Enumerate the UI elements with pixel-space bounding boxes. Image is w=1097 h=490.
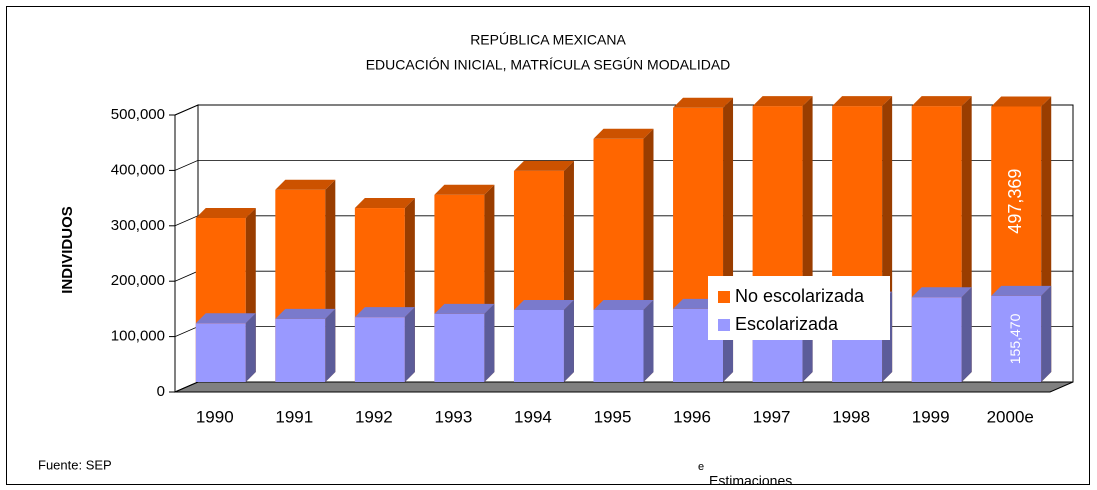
chart-subtitle: EDUCACIÓN INICIAL, MATRÍCULA SEGÚN MODAL… bbox=[366, 57, 731, 73]
bar bbox=[593, 299, 654, 382]
bar-front bbox=[195, 323, 246, 382]
x-tick-label: 1998 bbox=[832, 407, 870, 426]
source-note: Fuente: SEP bbox=[38, 457, 112, 472]
bar-top bbox=[911, 287, 972, 298]
bar-top bbox=[513, 160, 574, 171]
bar bbox=[275, 308, 336, 382]
x-tick-label: 1995 bbox=[594, 407, 632, 426]
bar-front bbox=[513, 309, 564, 382]
x-tick-label: 1994 bbox=[514, 407, 552, 426]
bar-side bbox=[404, 307, 415, 382]
y-tick-label: 100,000 bbox=[111, 328, 165, 345]
legend: No escolarizada Escolarizada bbox=[708, 276, 890, 340]
bar-top bbox=[275, 308, 336, 319]
bar-side bbox=[245, 313, 256, 382]
bar-top bbox=[911, 96, 972, 107]
bar-side bbox=[484, 303, 495, 382]
legend-label: No escolarizada bbox=[735, 286, 865, 306]
bar-top bbox=[991, 285, 1052, 296]
bar bbox=[434, 303, 495, 382]
side-wall bbox=[174, 104, 199, 393]
bar bbox=[911, 287, 972, 382]
bar bbox=[354, 307, 415, 382]
bar-top bbox=[275, 179, 336, 190]
y-tick-label: 300,000 bbox=[111, 217, 165, 234]
note: Estimaciones bbox=[709, 473, 792, 485]
y-tick-label: 500,000 bbox=[111, 106, 165, 123]
bar-top bbox=[434, 303, 495, 314]
bar-top bbox=[832, 96, 893, 107]
bar-top bbox=[673, 97, 734, 108]
y-axis-label: INDIVIDUOS bbox=[59, 206, 76, 294]
bar-side bbox=[643, 299, 654, 382]
bar-side bbox=[1041, 285, 1052, 382]
bar-front bbox=[593, 309, 644, 382]
floor bbox=[174, 381, 1074, 393]
y-tick-label: 0 bbox=[157, 383, 165, 400]
value-label: 497,369 bbox=[1005, 169, 1025, 234]
x-tick-label: 1996 bbox=[673, 407, 711, 426]
bar-front bbox=[911, 297, 962, 382]
bar-top bbox=[513, 299, 574, 310]
bar-top bbox=[593, 128, 654, 139]
bar-top bbox=[354, 307, 415, 318]
bar-top bbox=[991, 96, 1052, 107]
x-tick-label: 1997 bbox=[753, 407, 791, 426]
x-tick-label: 1991 bbox=[275, 407, 313, 426]
bar-top bbox=[354, 198, 415, 209]
bar-top bbox=[593, 299, 654, 310]
bar bbox=[991, 285, 1052, 382]
legend-box bbox=[708, 276, 890, 340]
bar-front bbox=[275, 318, 326, 382]
legend-swatch bbox=[718, 291, 730, 303]
bar-top bbox=[434, 184, 495, 195]
x-tick-label: 2000e bbox=[987, 407, 1034, 426]
bar-front bbox=[991, 295, 1042, 382]
bar-front bbox=[434, 313, 485, 382]
x-tick-label: 1993 bbox=[434, 407, 472, 426]
y-tick-label: 400,000 bbox=[111, 161, 165, 178]
bar-front bbox=[354, 317, 405, 382]
bar-top bbox=[752, 96, 813, 107]
bar-top bbox=[195, 208, 256, 219]
chart-title: REPÚBLICA MEXICANA bbox=[470, 32, 626, 48]
bar-side bbox=[563, 299, 574, 382]
bar-side bbox=[961, 287, 972, 382]
legend-label: Escolarizada bbox=[735, 314, 839, 334]
x-tick-label: 1992 bbox=[355, 407, 393, 426]
bar bbox=[513, 299, 574, 382]
bar-top bbox=[195, 313, 256, 324]
bar bbox=[195, 313, 256, 382]
legend-swatch bbox=[718, 319, 730, 331]
note-mark: e bbox=[698, 461, 704, 473]
x-tick-label: 1990 bbox=[196, 407, 234, 426]
y-tick-label: 200,000 bbox=[111, 272, 165, 289]
bar-side bbox=[325, 308, 336, 382]
value-label: 155,470 bbox=[1007, 313, 1023, 364]
x-tick-label: 1999 bbox=[912, 407, 950, 426]
